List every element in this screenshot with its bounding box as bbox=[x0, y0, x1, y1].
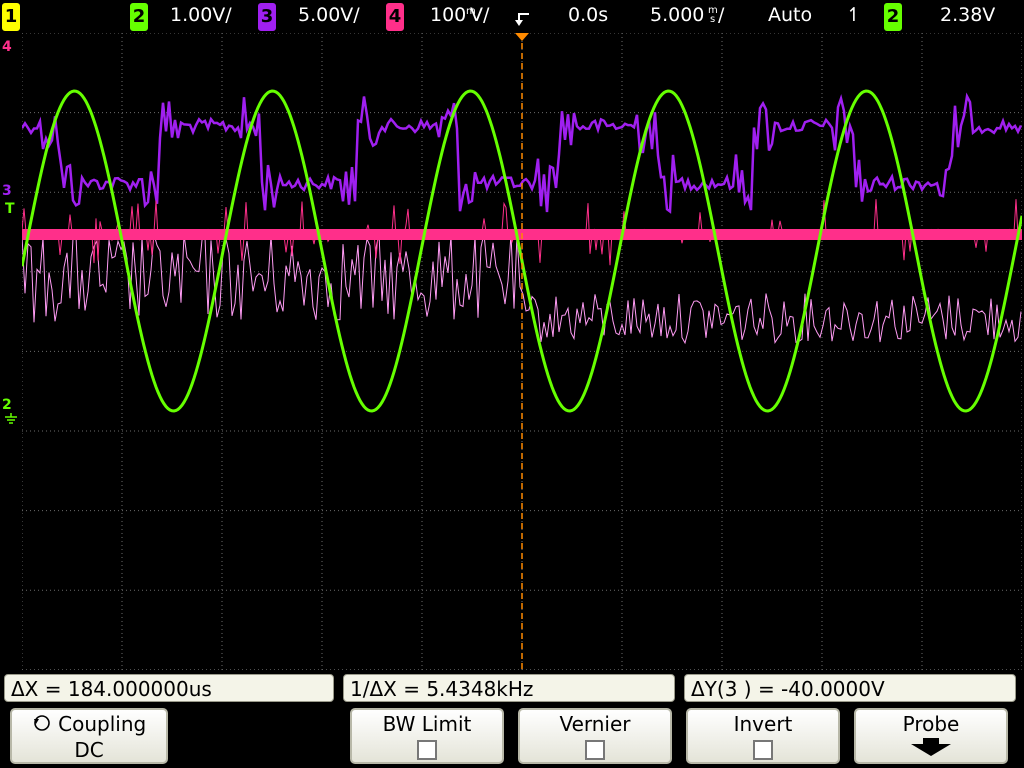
channel-1-indicator[interactable]: 1 bbox=[2, 3, 20, 31]
channel-4-indicator[interactable]: 4 bbox=[386, 3, 404, 31]
bw-limit-label: BW Limit bbox=[382, 712, 472, 736]
time-scale-unit: s bbox=[710, 14, 716, 25]
rotate-knob-icon bbox=[32, 713, 52, 738]
vernier-label: Vernier bbox=[559, 712, 631, 736]
waveform-display[interactable] bbox=[22, 33, 1022, 670]
vernier-softkey[interactable]: Vernier bbox=[518, 708, 672, 764]
ground-icon bbox=[4, 410, 18, 429]
channel-3-scale: 5.00V/ bbox=[298, 4, 360, 26]
channel-4-marker: 4 bbox=[2, 39, 12, 55]
coupling-label-row: Coupling bbox=[12, 712, 166, 738]
invert-softkey[interactable]: Invert bbox=[686, 708, 840, 764]
time-delay: 0.0s bbox=[568, 4, 609, 26]
bw-limit-checkbox[interactable] bbox=[417, 740, 437, 760]
delta-y-readout: ΔY(3 ) = -40.0000V bbox=[684, 674, 1016, 702]
inverse-delta-x-readout: 1/ΔX = 5.4348kHz bbox=[343, 674, 675, 702]
time-scale-number: 5.000 bbox=[650, 4, 705, 26]
channel-2-trace bbox=[22, 89, 1022, 413]
coupling-value: DC bbox=[74, 738, 104, 762]
channel-3-trace-light bbox=[22, 233, 1022, 345]
coupling-softkey[interactable]: Coupling DC bbox=[10, 708, 168, 764]
trigger-slope-icon: ↿ bbox=[846, 4, 862, 26]
trigger-level: 2.38V bbox=[940, 4, 996, 26]
trigger-source-indicator[interactable]: 2 bbox=[884, 3, 902, 31]
trigger-time-marker-icon[interactable] bbox=[515, 33, 529, 41]
bw-limit-softkey[interactable]: BW Limit bbox=[350, 708, 504, 764]
channel-2-indicator[interactable]: 2 bbox=[130, 3, 148, 31]
vernier-checkbox[interactable] bbox=[585, 740, 605, 760]
channel-2-marker: 2 bbox=[2, 397, 12, 413]
probe-label: Probe bbox=[902, 712, 960, 736]
probe-softkey[interactable]: Probe bbox=[854, 708, 1008, 764]
trigger-level-marker: T bbox=[5, 201, 15, 217]
channel-4-scale-unit: V/ bbox=[470, 4, 490, 26]
channel-4-scale-number: 100 bbox=[430, 4, 467, 26]
channel-2-scale: 1.00V/ bbox=[170, 4, 232, 26]
channel-3-indicator[interactable]: 3 bbox=[258, 3, 276, 31]
trigger-position-icon bbox=[515, 6, 537, 33]
invert-checkbox[interactable] bbox=[753, 740, 773, 760]
channel-3-marker: 3 bbox=[2, 183, 12, 199]
graticule bbox=[22, 33, 1022, 670]
coupling-label: Coupling bbox=[58, 712, 147, 736]
status-bar: 1 2 1.00V/ 3 5.00V/ 4 100 m V/ 0.0s 5.00… bbox=[0, 0, 1024, 32]
time-scale-suffix: / bbox=[718, 4, 725, 26]
invert-label: Invert bbox=[733, 712, 793, 736]
delta-x-readout: ΔX = 184.000000us bbox=[4, 674, 334, 702]
trigger-mode: Auto bbox=[768, 4, 813, 26]
channel-4-scale-prefix: m bbox=[466, 6, 476, 17]
down-arrow-icon bbox=[856, 736, 1006, 763]
time-scale-prefix: m bbox=[708, 5, 718, 16]
